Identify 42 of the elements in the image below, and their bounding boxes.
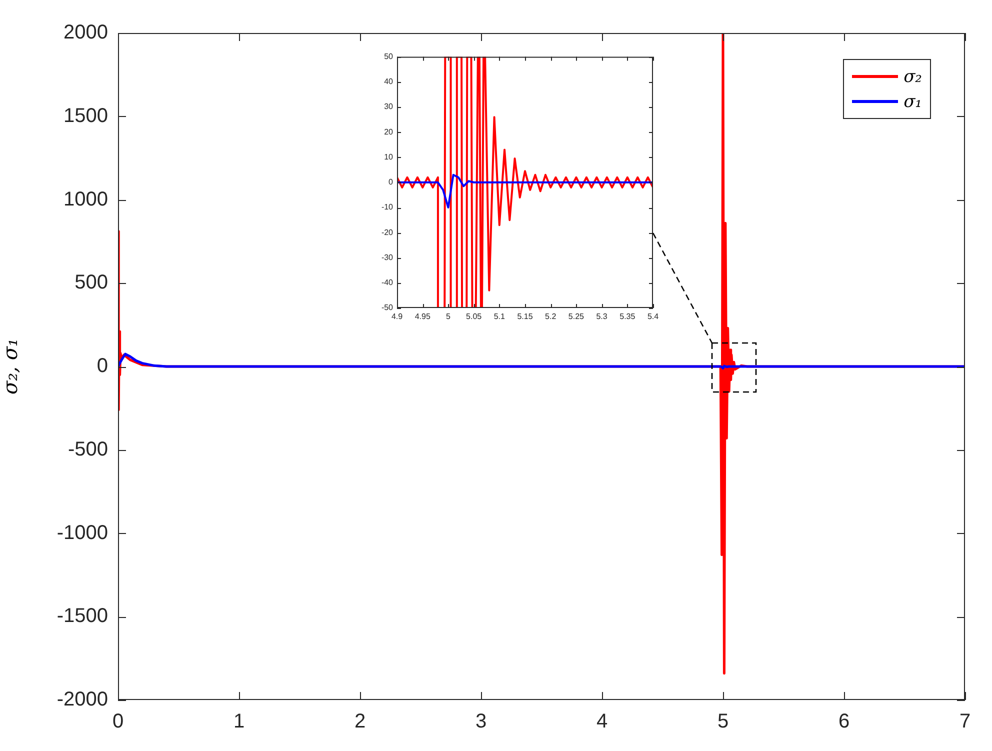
x-tick-label: 4.9 — [391, 312, 404, 322]
y-tick-label: -30 — [381, 252, 394, 262]
y-tick-label: -50 — [381, 303, 394, 312]
x-tick-label: 5.1 — [494, 312, 506, 322]
y-tick-label: 2000 — [64, 22, 108, 44]
y-tick-label: 500 — [74, 272, 108, 294]
y-tick-label: 10 — [384, 152, 394, 162]
y-axis-title: σ₂, σ₁ — [0, 338, 22, 395]
y-tick-label: 1000 — [64, 188, 108, 210]
x-tick-label: 5 — [717, 710, 729, 733]
y-tick-label: -40 — [381, 278, 394, 288]
y-tick-label: -20 — [381, 228, 394, 237]
x-tick-label: 5.4 — [647, 312, 660, 322]
y-tick-label: 50 — [384, 52, 394, 62]
y-tick-label: -1500 — [56, 605, 108, 628]
y-tick-label: -2000 — [56, 688, 108, 711]
x-tick-label: 6 — [838, 710, 850, 733]
y-tick-label: 40 — [384, 77, 394, 86]
x-tick-label: 5.2 — [545, 312, 557, 322]
y-tick-label: 0 — [96, 355, 108, 378]
y-tick-label: -10 — [381, 202, 394, 212]
y-tick-label: 20 — [384, 127, 394, 136]
y-tick-label: 0 — [388, 178, 394, 187]
x-tick-label: 5 — [446, 312, 451, 322]
x-tick-label: 1 — [233, 710, 245, 733]
x-tick-label: 2 — [354, 710, 366, 733]
x-tick-label: 5.25 — [568, 312, 585, 322]
x-tick-label: 3 — [475, 710, 487, 733]
x-tick-label: 0 — [112, 710, 124, 733]
y-tick-label: 30 — [384, 102, 394, 112]
y-tick-label: -1000 — [56, 522, 108, 544]
x-tick-label: 5.3 — [596, 312, 608, 322]
x-tick-label: 5.05 — [466, 312, 482, 322]
y-tick-label: -500 — [68, 438, 108, 460]
legend-label: σ₁ — [904, 92, 922, 112]
x-tick-label: 4 — [596, 710, 608, 733]
x-tick-label: 4.95 — [414, 312, 431, 322]
y-tick-label: 1500 — [64, 104, 108, 127]
x-tick-label: 5.35 — [620, 312, 636, 322]
legend-label: σ₂ — [904, 66, 922, 86]
x-tick-label: 7 — [959, 710, 971, 733]
x-tick-label: 5.15 — [517, 312, 534, 322]
